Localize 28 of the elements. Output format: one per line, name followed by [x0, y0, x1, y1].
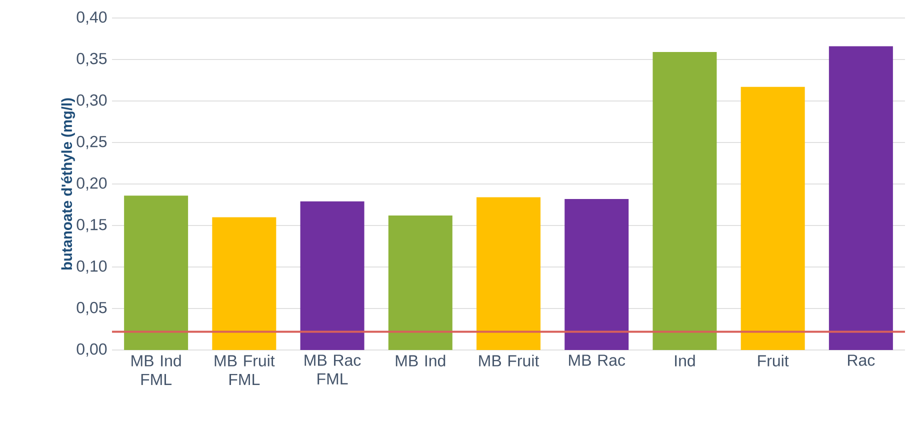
bar	[652, 52, 717, 350]
bar	[564, 198, 629, 350]
x-tick-label: MB Fruit FML	[214, 354, 275, 385]
y-tick-label: 0,15	[76, 218, 107, 232]
bar	[476, 197, 540, 350]
x-tick-label: MB Ind FML	[132, 354, 181, 385]
bar	[124, 196, 188, 350]
bar	[740, 86, 805, 350]
y-tick-label: 0,10	[76, 260, 107, 274]
bar	[388, 216, 452, 350]
x-tick-label: Fruit	[758, 354, 789, 366]
y-axis-title: butanoate d'éthyle (mg/l)	[61, 98, 76, 270]
bar	[300, 201, 364, 350]
x-tick-label: MB Ind	[396, 354, 446, 366]
x-tick-label: MB Fruit	[479, 354, 540, 366]
x-tick-label: MB Rac	[569, 354, 626, 366]
y-tick-label: 0,25	[76, 136, 107, 150]
y-tick-label: 0,05	[76, 302, 107, 316]
x-tick-label: Rac	[848, 354, 875, 366]
y-tick-label: 0,30	[76, 94, 107, 108]
bar	[212, 217, 276, 350]
y-tick-label: 0,40	[76, 11, 107, 25]
x-tick-label: MB Rac FML	[304, 354, 361, 384]
x-tick-label: Ind	[675, 354, 695, 366]
y-tick-label: 0,35	[76, 52, 107, 66]
y-tick-label: 0,20	[76, 177, 107, 191]
y-tick-label: 0,00	[76, 343, 107, 357]
bar	[828, 46, 893, 350]
